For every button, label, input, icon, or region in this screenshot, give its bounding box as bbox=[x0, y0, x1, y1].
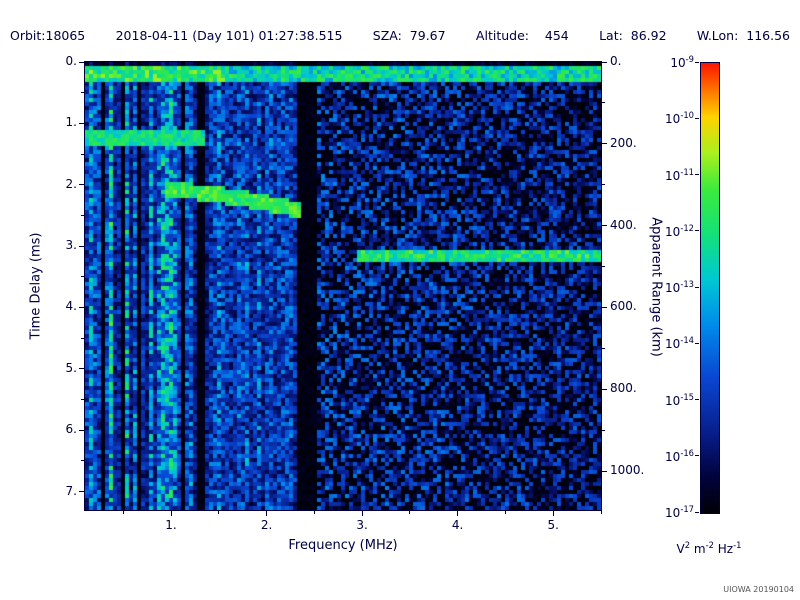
colorbar-tick bbox=[695, 342, 699, 344]
header-field: SZA: 79.67 bbox=[372, 28, 446, 43]
colorbar-tick bbox=[695, 399, 699, 400]
x-axis-minor-tick bbox=[600, 511, 602, 514]
right-axis-minor-tick bbox=[602, 102, 605, 104]
y-axis-tick-label: 7. bbox=[65, 483, 77, 498]
colorbar-tick-label: 10-14 bbox=[665, 335, 694, 352]
y-axis-tick bbox=[79, 306, 84, 308]
colorbar-tick bbox=[695, 117, 699, 119]
right-axis-minor-tick bbox=[602, 184, 605, 186]
right-axis-minor-tick bbox=[602, 266, 605, 268]
colorbar-tick bbox=[695, 511, 699, 513]
header-field: Orbit:18065 bbox=[10, 28, 86, 43]
colorbar-tick bbox=[695, 174, 699, 175]
y-axis-tick-label: 6. bbox=[65, 422, 77, 437]
header-field: Altitude: 454 bbox=[475, 28, 569, 43]
x-axis-tick-label: 4. bbox=[451, 518, 464, 532]
colorbar-tick-label: 10-15 bbox=[665, 391, 694, 408]
x-axis-tick bbox=[361, 511, 363, 516]
colorbar-tick-label: 10-17 bbox=[665, 504, 694, 520]
y-axis-minor-tick bbox=[81, 460, 84, 462]
y-axis-tick-label: 3. bbox=[65, 238, 77, 253]
x-axis-minor-tick bbox=[409, 511, 411, 514]
right-axis-tick-label: 600. bbox=[610, 299, 637, 314]
x-axis-tick bbox=[170, 511, 172, 516]
colorbar-tick bbox=[695, 455, 699, 457]
right-axis-tick-label: 0. bbox=[610, 54, 622, 68]
x-axis-tick-label: 5. bbox=[547, 518, 559, 532]
colorbar-tick-label: 10-10 bbox=[665, 110, 694, 127]
x-axis-minor-tick bbox=[313, 511, 315, 514]
y-axis-tick-label: 5. bbox=[65, 360, 77, 375]
header: Orbit:18065 2018-04-11 (Day 101) 01:27:38… bbox=[10, 28, 790, 43]
colorbar bbox=[700, 62, 720, 514]
right-axis-tick bbox=[602, 61, 607, 63]
plot-area bbox=[84, 61, 602, 511]
x-axis-minor-tick bbox=[504, 511, 506, 514]
y-axis-minor-tick bbox=[81, 153, 84, 155]
right-axis-tick-label: 200. bbox=[610, 135, 637, 150]
colorbar-tick-label: 10-16 bbox=[665, 447, 694, 464]
y-axis-tick bbox=[79, 184, 84, 186]
header-field: 2018-04-11 (Day 101) 01:27:38.515 bbox=[115, 28, 343, 43]
right-axis-tick-label: 400. bbox=[610, 217, 637, 232]
x-axis-tick bbox=[552, 511, 554, 516]
y-axis-minor-tick bbox=[81, 276, 84, 278]
spectrogram-canvas bbox=[85, 62, 601, 510]
y-axis-tick bbox=[79, 491, 84, 493]
right-axis-tick-label: 800. bbox=[610, 381, 637, 396]
y-axis-tick bbox=[79, 429, 84, 431]
right-axis-tick bbox=[602, 143, 607, 145]
right-axis-tick bbox=[602, 470, 607, 472]
y-axis-tick-label: 0. bbox=[65, 54, 77, 68]
x-axis-tick-label: 1. bbox=[165, 518, 177, 532]
x-axis-minor-tick bbox=[122, 511, 124, 514]
y-axis-tick bbox=[79, 245, 84, 247]
x-axis-title: Frequency (MHz) bbox=[288, 538, 398, 553]
y-axis-tick-label: 2. bbox=[65, 176, 77, 191]
right-axis-minor-tick bbox=[602, 429, 605, 431]
colorbar-tick-label: 10-11 bbox=[665, 166, 694, 183]
x-axis-minor-tick bbox=[218, 511, 220, 514]
y-axis-tick-label: 1. bbox=[65, 115, 77, 130]
x-axis-tick bbox=[266, 511, 268, 516]
right-axis-tick-label: 1000. bbox=[610, 463, 645, 478]
y-axis-tick bbox=[79, 368, 84, 370]
x-axis-tick-label: 3. bbox=[356, 518, 368, 532]
header-field: W.Lon: 116.56 bbox=[696, 28, 790, 43]
header-field: Lat: 86.92 bbox=[599, 28, 667, 43]
watermark: UIOWA 20190104 bbox=[723, 585, 794, 594]
right-axis-tick bbox=[602, 306, 607, 308]
colorbar-tick-label: 10-12 bbox=[665, 222, 694, 239]
y-axis-minor-tick bbox=[81, 214, 84, 216]
x-axis-tick-label: 2. bbox=[260, 518, 273, 532]
y-axis-minor-tick bbox=[81, 337, 84, 339]
y-axis-tick-label: 4. bbox=[65, 299, 77, 314]
y-axis-tick bbox=[79, 61, 84, 63]
y-axis-minor-tick bbox=[81, 92, 84, 94]
right-axis-tick bbox=[602, 225, 607, 227]
y-axis-tick bbox=[79, 122, 84, 124]
right-axis-tick bbox=[602, 388, 607, 390]
x-axis-tick bbox=[457, 511, 459, 516]
colorbar-tick bbox=[695, 286, 699, 288]
y-axis-minor-tick bbox=[81, 399, 84, 401]
colorbar-unit-label: V2 m-2 Hz-1 bbox=[676, 540, 742, 556]
colorbar-tick bbox=[695, 230, 699, 232]
colorbar-tick-label: 10-9 bbox=[670, 54, 694, 70]
colorbar-tick-label: 10-13 bbox=[665, 279, 694, 295]
colorbar-tick bbox=[695, 61, 699, 63]
right-axis-minor-tick bbox=[602, 347, 605, 349]
